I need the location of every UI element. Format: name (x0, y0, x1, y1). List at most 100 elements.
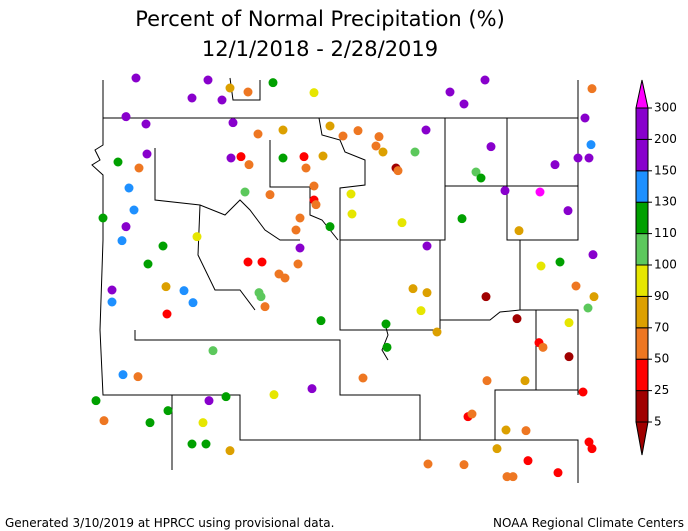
station-dot (226, 153, 236, 163)
station-dot (161, 282, 171, 292)
station-dot (225, 83, 235, 93)
station-dot (291, 225, 301, 235)
station-dot (381, 319, 391, 329)
station-dot (580, 113, 590, 123)
colorbar-label: 70 (654, 320, 669, 334)
station-dot (295, 243, 305, 253)
station-dot (578, 387, 588, 397)
footer-right: NOAA Regional Climate Centers (493, 516, 684, 530)
station-dot (346, 189, 356, 199)
station-dot (588, 250, 598, 260)
station-dot (192, 232, 202, 242)
colorbar: 5 25 50 70 90 100 110 130 150 200 300 (635, 79, 677, 456)
station-dot (145, 418, 155, 428)
station-dot (228, 118, 238, 128)
station-dot (318, 151, 328, 161)
boundary (495, 439, 579, 483)
station-dot (163, 406, 173, 416)
station-dot (309, 88, 319, 98)
title-line: 12/1/2018 - 2/28/2019 (202, 37, 438, 61)
boundary (134, 330, 578, 441)
boundary (444, 185, 578, 240)
colorbar-segment (635, 138, 649, 172)
colorbar-segment (635, 264, 649, 297)
station-dot (243, 257, 253, 267)
station-dot (423, 459, 433, 469)
station-dot (301, 163, 311, 173)
station-dot (538, 342, 548, 352)
station-dot (256, 292, 266, 302)
station-dot (583, 303, 593, 313)
station-dot (482, 376, 492, 386)
station-dot (589, 292, 599, 302)
station-dot (278, 125, 288, 135)
station-dot (553, 468, 563, 478)
station-dot (131, 73, 141, 83)
station-dot (492, 444, 502, 454)
station-dot (564, 318, 574, 328)
station-dot (535, 187, 545, 197)
station-dot (512, 314, 522, 324)
boundary (506, 80, 579, 241)
station-dot (587, 444, 597, 454)
station-dot (445, 87, 455, 97)
station-dot (236, 152, 246, 162)
station-dot (269, 390, 279, 400)
station-dot (311, 200, 321, 210)
station-dot (416, 306, 426, 316)
station-dot (397, 218, 407, 228)
station-dot (143, 259, 153, 269)
boundary (197, 204, 256, 311)
station-dot (158, 241, 168, 251)
title-line: Percent of Normal Precipitation (%) (135, 7, 505, 31)
colorbar-segment (635, 421, 649, 456)
station-dot (133, 372, 143, 382)
colorbar-label: 5 (654, 415, 662, 429)
station-dot (481, 292, 491, 302)
colorbar-segment (635, 358, 649, 392)
station-dot (316, 316, 326, 326)
station-dot (99, 416, 109, 426)
colorbar-label: 110 (654, 226, 677, 240)
station-dot (550, 160, 560, 170)
boundaries (91, 77, 579, 483)
station-dot (353, 126, 363, 136)
station-dot (378, 147, 388, 157)
station-dot (268, 78, 278, 88)
colorbar-segment (635, 170, 649, 203)
station-dot (187, 93, 197, 103)
station-dot (514, 226, 524, 236)
station-dot (422, 288, 432, 298)
colorbar-segment (635, 107, 649, 140)
station-dot (280, 273, 290, 283)
station-dot (471, 167, 481, 177)
colorbar-segment (635, 327, 649, 360)
station-dot (564, 352, 574, 362)
boundary (91, 118, 173, 470)
station-dot (188, 298, 198, 308)
station-dot (299, 152, 309, 162)
station-dot (141, 119, 151, 129)
station-dot (293, 259, 303, 269)
colorbar-label: 25 (654, 383, 669, 397)
station-dot (501, 425, 511, 435)
station-dot (459, 460, 469, 470)
colorbar-segment (635, 233, 649, 266)
colorbar-label: 200 (654, 132, 677, 146)
station-dot (118, 370, 128, 380)
station-dot (98, 213, 108, 223)
station-dot (358, 373, 368, 383)
station-dot (584, 153, 594, 163)
station-dot (208, 346, 218, 356)
station-dot (142, 149, 152, 159)
station-dot (129, 205, 139, 215)
station-dot (371, 141, 381, 151)
station-dot (587, 84, 597, 94)
station-dot (486, 142, 496, 152)
station-dot (225, 446, 235, 456)
boundary (519, 240, 579, 395)
station-dot (257, 257, 267, 267)
station-dot (217, 95, 227, 105)
colorbar-segment (635, 201, 649, 235)
station-dot (201, 439, 211, 449)
